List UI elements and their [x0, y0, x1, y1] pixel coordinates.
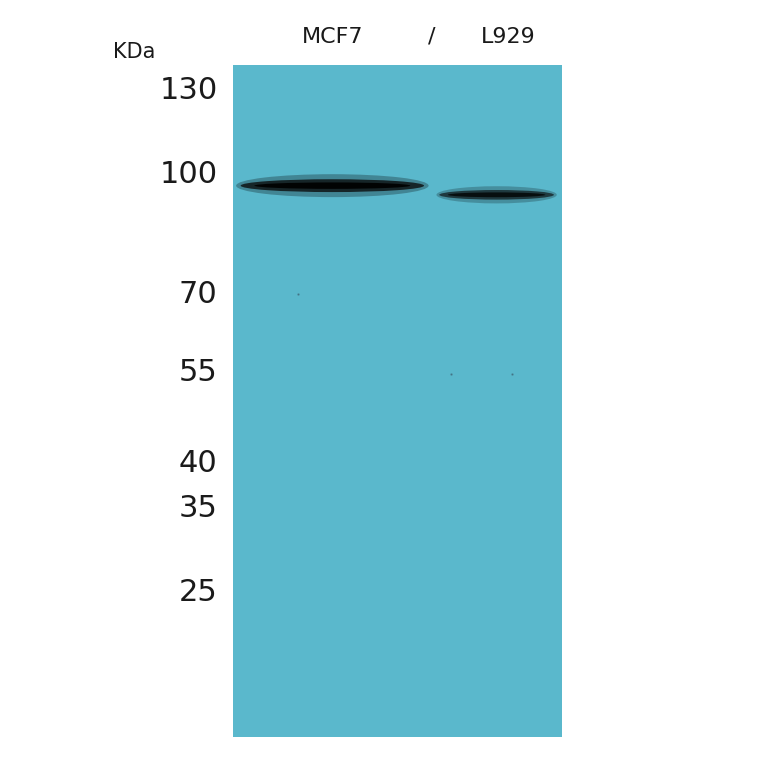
Text: KDa: KDa: [112, 42, 155, 62]
Text: MCF7: MCF7: [302, 27, 363, 47]
Ellipse shape: [236, 174, 429, 197]
Text: 35: 35: [179, 494, 218, 523]
Text: /: /: [428, 27, 435, 47]
Text: L929: L929: [481, 27, 536, 47]
Ellipse shape: [439, 190, 554, 199]
Ellipse shape: [436, 186, 557, 203]
Ellipse shape: [241, 180, 424, 192]
Ellipse shape: [254, 183, 410, 189]
Text: 55: 55: [179, 358, 218, 387]
Text: 100: 100: [160, 160, 218, 189]
Bar: [233, 65, 562, 737]
Text: 130: 130: [160, 76, 218, 105]
Text: 25: 25: [179, 578, 218, 607]
Text: 40: 40: [179, 449, 218, 478]
Text: 70: 70: [179, 280, 218, 309]
Ellipse shape: [448, 193, 545, 197]
